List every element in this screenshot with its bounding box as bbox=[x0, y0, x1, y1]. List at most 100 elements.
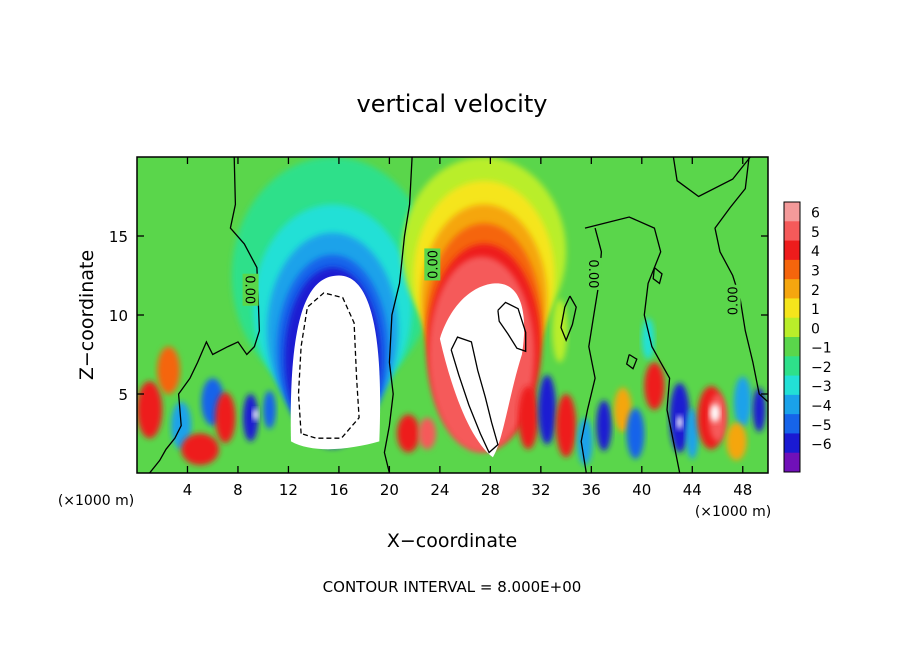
contour-interval-note: CONTOUR INTERVAL = 8.000E+00 bbox=[323, 578, 582, 596]
x-tick-label-1: 8 bbox=[233, 481, 243, 499]
colorbar-swatch-9 bbox=[784, 375, 800, 396]
contour-label-0: 0.00 bbox=[242, 275, 257, 304]
contour-neg-core bbox=[297, 292, 360, 439]
x-tick-label-6: 28 bbox=[481, 481, 500, 499]
colorbar-label-12: −6 bbox=[811, 437, 832, 453]
colorbar-label-9: −3 bbox=[811, 379, 832, 395]
colorbar-label-0: 6 bbox=[811, 206, 820, 222]
cell-core-east2 bbox=[676, 415, 683, 430]
y-tick-label-0: 5 bbox=[118, 386, 128, 404]
x-tick-label-10: 44 bbox=[683, 481, 702, 499]
convective-cell-22 bbox=[733, 376, 752, 428]
convective-cell-7 bbox=[263, 390, 276, 429]
contour-pos-upper bbox=[497, 301, 527, 353]
contour-loop-a bbox=[560, 295, 577, 343]
x-tick-label-11: 48 bbox=[733, 481, 752, 499]
colorbar-label-6: 0 bbox=[811, 321, 820, 337]
colorbar-swatch-7 bbox=[784, 337, 800, 357]
x-axis-ticks: 4 8 12 16 20 24 28 32 36 40 44 48 bbox=[183, 157, 752, 499]
downdraft-core bbox=[290, 275, 381, 450]
colorbar-label-4: 2 bbox=[811, 283, 820, 299]
plot-area bbox=[137, 157, 768, 473]
colorbar-label-7: −1 bbox=[811, 341, 832, 357]
x-tick-label-4: 20 bbox=[380, 481, 399, 499]
x-tick-label-2: 12 bbox=[279, 481, 298, 499]
x-tick-label-7: 32 bbox=[531, 481, 550, 499]
convective-cell-8 bbox=[396, 414, 420, 453]
colorbar-swatch-12 bbox=[784, 433, 800, 454]
contour-pos-core bbox=[450, 336, 499, 454]
convective-cell-6 bbox=[243, 394, 259, 442]
colorbar-swatch-10 bbox=[784, 394, 800, 415]
colorbar-label-3: 3 bbox=[811, 264, 820, 280]
colorbar-label-11: −5 bbox=[811, 418, 832, 434]
contour-lines bbox=[149, 157, 768, 473]
convective-cell-11 bbox=[538, 375, 556, 445]
colorbar-swatch-11 bbox=[784, 414, 800, 434]
convective-cell-14 bbox=[596, 400, 612, 451]
colorbar-swatch-8 bbox=[784, 356, 800, 377]
convective-cell-5 bbox=[215, 392, 236, 443]
convective-cell-10 bbox=[518, 386, 539, 450]
convective-cell-19 bbox=[685, 408, 699, 459]
contour-label-3: 0.00 bbox=[727, 286, 742, 315]
contour-zero-east2 bbox=[584, 216, 681, 473]
convective-cell-0 bbox=[137, 381, 163, 439]
convective-cell-9 bbox=[418, 417, 437, 450]
x-tick-label-9: 40 bbox=[632, 481, 651, 499]
contour-zero-top bbox=[672, 157, 751, 198]
chart-title: vertical velocity bbox=[357, 90, 548, 118]
contour-zero-mid bbox=[383, 157, 413, 473]
convective-cell-26 bbox=[641, 318, 655, 360]
contour-labels: 0.00 0.00 0.00 0.00 bbox=[242, 248, 742, 317]
colorbar-swatch-0 bbox=[784, 202, 800, 222]
contour-label-bg-3 bbox=[724, 284, 741, 317]
colorbar-frame bbox=[783, 201, 801, 473]
contour-label-bg-0 bbox=[242, 273, 259, 306]
colorbar-swatch-5 bbox=[784, 298, 800, 319]
x-tick-label-8: 36 bbox=[582, 481, 601, 499]
y-axis-ticks: 5 10 15 bbox=[109, 228, 768, 404]
y-axis-label: Z−coordinate bbox=[76, 250, 98, 380]
contour-zero-east3 bbox=[714, 157, 768, 403]
contour-label-bg-2 bbox=[585, 257, 602, 290]
convective-cell-1 bbox=[157, 346, 180, 394]
contour-label-2: 0.00 bbox=[585, 259, 600, 288]
colorbar-swatch-3 bbox=[784, 259, 800, 280]
contour-loop-c bbox=[625, 353, 638, 370]
contour-zero-west bbox=[149, 157, 261, 473]
x-unit-right: (×1000 m) bbox=[695, 504, 771, 520]
x-tick-label-5: 24 bbox=[430, 481, 449, 499]
x-axis-label: X−coordinate bbox=[387, 530, 517, 552]
convective-cell-17 bbox=[644, 362, 665, 410]
convective-cell-15 bbox=[614, 387, 632, 432]
colorbar-swatch-4 bbox=[784, 279, 800, 299]
colorbar-swatch-1 bbox=[784, 221, 800, 242]
convective-cell-3 bbox=[181, 433, 220, 466]
contour-loop-b bbox=[652, 267, 663, 285]
convective-cell-16 bbox=[626, 408, 645, 459]
convective-cell-13 bbox=[577, 417, 593, 466]
colorbar-swatch-13 bbox=[784, 452, 800, 473]
contour-label-bg-1 bbox=[424, 248, 441, 281]
y-tick-label-1: 10 bbox=[109, 307, 128, 325]
colorbar-swatch-2 bbox=[784, 240, 800, 261]
colorbar-label-5: 1 bbox=[811, 302, 820, 318]
colorbar-label-8: −2 bbox=[811, 360, 832, 376]
x-tick-label-0: 4 bbox=[183, 481, 193, 499]
cell-core-west bbox=[252, 408, 259, 421]
cell-core-east bbox=[709, 403, 720, 422]
y-tick-label-2: 15 bbox=[109, 228, 128, 246]
convective-cell-24 bbox=[726, 422, 747, 461]
colorbar-label-10: −4 bbox=[811, 399, 832, 415]
colorbar: 6 5 4 3 2 1 0 −1 −2 −3 −4 −5 −6 bbox=[783, 201, 832, 473]
x-unit-left: (×1000 m) bbox=[58, 493, 134, 509]
colorbar-label-1: 5 bbox=[811, 225, 820, 241]
convective-cell-23 bbox=[752, 387, 766, 432]
colorbar-swatch-6 bbox=[784, 317, 800, 338]
contour-label-1: 0.00 bbox=[426, 250, 441, 279]
convective-cell-12 bbox=[555, 394, 577, 458]
x-tick-label-3: 16 bbox=[329, 481, 348, 499]
colorbar-label-2: 4 bbox=[811, 244, 820, 260]
